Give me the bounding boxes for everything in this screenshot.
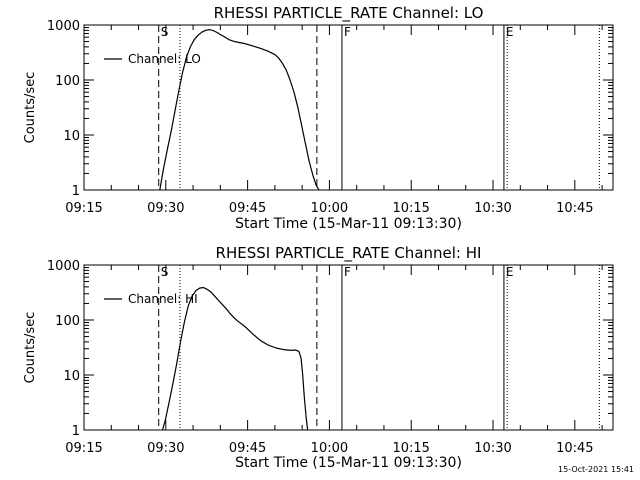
x-tick-label: 09:45: [229, 441, 266, 456]
y-tick-label: 100: [55, 74, 80, 89]
legend-label: Channel: LO: [128, 52, 201, 66]
x-tick-label: 10:30: [474, 201, 511, 216]
marker-label: E: [506, 25, 514, 39]
y-tick-label: 1: [72, 184, 80, 199]
x-tick-label: 10:45: [556, 201, 593, 216]
x-tick-label: 10:45: [556, 441, 593, 456]
chart-title: RHESSI PARTICLE_RATE Channel: HI: [216, 244, 482, 263]
plot-frame: [83, 264, 614, 431]
legend-label: Channel: HI: [128, 292, 198, 306]
y-axis-label: Counts/sec: [23, 312, 38, 384]
marker-label: S: [161, 25, 169, 39]
y-tick-label: 100: [55, 314, 80, 329]
x-tick-label: 10:00: [311, 201, 348, 216]
x-tick-label: 09:30: [147, 441, 184, 456]
y-tick-label: 1000: [47, 259, 80, 274]
x-tick-label: 10:15: [392, 441, 429, 456]
x-tick-label: 09:15: [65, 441, 102, 456]
x-tick-label: 09:30: [147, 201, 184, 216]
marker-label: F: [344, 25, 351, 39]
x-axis-label: Start Time (15-Mar-11 09:13:30): [235, 216, 462, 232]
x-tick-label: 09:15: [65, 201, 102, 216]
y-axis-label: Counts/sec: [23, 72, 38, 144]
x-tick-label: 10:00: [311, 441, 348, 456]
marker-label: S: [161, 265, 169, 279]
chart-title: RHESSI PARTICLE_RATE Channel: LO: [214, 4, 484, 23]
x-axis-label: Start Time (15-Mar-11 09:13:30): [235, 455, 462, 471]
chart-panel-2: [83, 264, 614, 431]
y-tick-label: 10: [63, 369, 80, 384]
x-tick-label: 10:15: [392, 201, 429, 216]
y-tick-label: 10: [63, 129, 80, 144]
footer-timestamp: 15-Oct-2021 15:41: [558, 465, 634, 474]
marker-label: E: [506, 265, 514, 279]
chart-panel-1: [83, 24, 614, 191]
y-tick-label: 1: [72, 424, 80, 439]
plot-frame: [83, 24, 614, 191]
x-tick-label: 09:45: [229, 201, 266, 216]
x-tick-label: 10:30: [474, 441, 511, 456]
marker-label: F: [344, 265, 351, 279]
series-line-channel-lo: [159, 29, 320, 191]
y-tick-label: 1000: [47, 19, 80, 34]
series-line-channel-hi: [161, 286, 309, 431]
